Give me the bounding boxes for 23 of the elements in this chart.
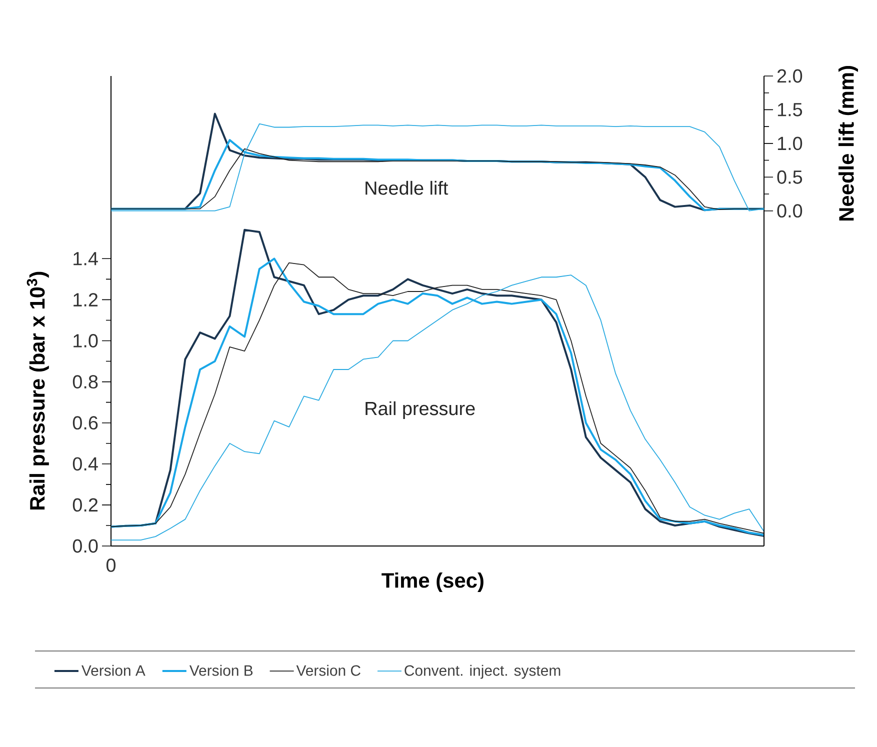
y2-tick-label: 2.0 [777, 69, 802, 83]
y-tick-label: 0.2 [72, 498, 98, 512]
legend-label: Version A [82, 664, 146, 676]
y-tick-label: 1.0 [74, 334, 98, 348]
y2-tick-label: 0.5 [777, 170, 802, 184]
annotation: Needle lift [366, 180, 448, 195]
y-tick-label: 1.2 [74, 293, 98, 306]
x-tick-label: 0 [106, 558, 116, 572]
y2-axis-title: Needle lift (mm) [838, 66, 858, 220]
y-tick-label: 0.6 [72, 416, 98, 430]
y2-tick-label: 1.0 [778, 136, 802, 150]
y2-tick-label: 1.5 [778, 103, 802, 116]
legend-label: Convent. inject. system [404, 664, 560, 679]
legend-label: Version C [296, 664, 360, 676]
y-tick-label: 0.4 [72, 457, 98, 471]
annotation: Rail pressure [366, 401, 475, 419]
y-tick-label: 1.4 [74, 252, 98, 266]
y-tick-label: 0.8 [72, 375, 98, 389]
legend-label: Version B [189, 664, 253, 676]
y-axis-title: Rail pressure (bar x 10$^{3}$) [26, 272, 49, 510]
y2-tick-label: 0.0 [777, 204, 802, 218]
x-axis-title: Time (sec) [382, 572, 484, 592]
y-tick-label: 0.0 [72, 539, 98, 553]
